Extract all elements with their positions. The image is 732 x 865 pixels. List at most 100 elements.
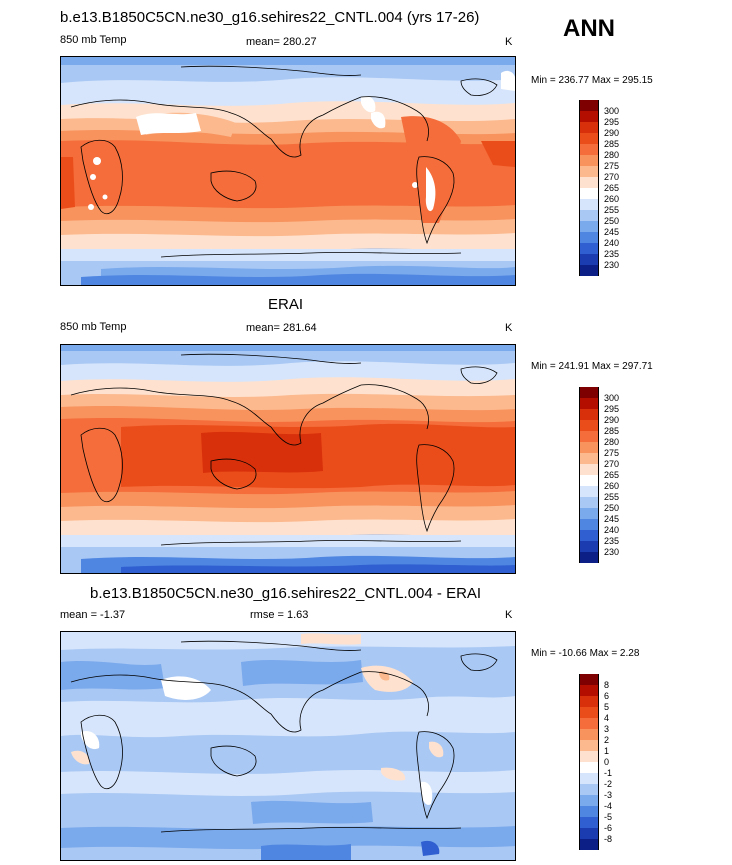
colorbar-tick-label: 280 bbox=[604, 437, 620, 447]
panel-obs-variable-label: 850 mb Temp bbox=[60, 321, 127, 333]
colorbar-tick-label: 265 bbox=[604, 183, 620, 193]
colorbar-tick-label: 285 bbox=[604, 139, 620, 149]
colorbar-tick-label: 275 bbox=[604, 161, 620, 171]
colorbar-tick-label: 260 bbox=[604, 194, 620, 204]
colorbar-tick-label: 1 bbox=[604, 746, 610, 756]
colorbar-tick-label: 230 bbox=[604, 260, 620, 270]
panel-model-colorbar: 300 295 290 285 280 275 270 265 260 255 … bbox=[579, 100, 619, 276]
colorbar-swatch bbox=[579, 817, 599, 828]
colorbar-swatch bbox=[579, 552, 599, 563]
panel-obs-units-label: K bbox=[505, 322, 513, 334]
colorbar-swatch bbox=[579, 254, 599, 265]
colorbar-swatch bbox=[579, 784, 599, 795]
colorbar-tick-label: 2 bbox=[604, 735, 610, 745]
colorbar-swatch bbox=[579, 398, 599, 409]
colorbar-tick-label: -1 bbox=[604, 768, 613, 778]
colorbar-tick-label: 300 bbox=[604, 106, 620, 116]
panel-model-mean-label: mean= 280.27 bbox=[246, 36, 317, 48]
panel-diff-mean-label: mean = -1.37 bbox=[60, 609, 126, 621]
panel-obs-colorbar: 300 295 290 285 280 275 270 265 260 255 … bbox=[579, 387, 619, 563]
colorbar-swatch bbox=[579, 387, 599, 398]
panel-model-minmax: Min = 236.77 Max = 295.15 bbox=[531, 75, 653, 86]
colorbar-swatch bbox=[579, 718, 599, 729]
colorbar-swatch bbox=[579, 133, 599, 144]
colorbar-swatch bbox=[579, 519, 599, 530]
colorbar-swatch bbox=[579, 420, 599, 431]
colorbar-tick-label: 265 bbox=[604, 470, 620, 480]
colorbar-tick-label: 3 bbox=[604, 724, 610, 734]
colorbar-swatch bbox=[579, 111, 599, 122]
colorbar-tick-label: -5 bbox=[604, 812, 613, 822]
panel-diff-map bbox=[60, 631, 516, 861]
colorbar-swatch bbox=[579, 762, 599, 773]
colorbar-swatch bbox=[579, 453, 599, 464]
panel-obs-map-svg bbox=[61, 345, 515, 573]
colorbar-swatch bbox=[579, 674, 599, 685]
panel-model-title: b.e13.B1850C5CN.ne30_g16.sehires22_CNTL.… bbox=[60, 9, 480, 26]
colorbar-tick-label: -2 bbox=[604, 779, 613, 789]
colorbar-swatch bbox=[579, 155, 599, 166]
colorbar-swatch bbox=[579, 751, 599, 762]
colorbar-swatch bbox=[579, 508, 599, 519]
colorbar-swatch bbox=[579, 232, 599, 243]
colorbar-swatch bbox=[579, 177, 599, 188]
panel-diff-colorbar: 8 6 5 4 3 2 1 0 -1 -2 -3 -4 -5 -6 -8 bbox=[579, 674, 612, 850]
colorbar-tick-label: 250 bbox=[604, 503, 620, 513]
colorbar-tick-label: 295 bbox=[604, 404, 620, 414]
colorbar-swatch bbox=[579, 475, 599, 486]
colorbar-swatch bbox=[579, 685, 599, 696]
colorbar-swatch bbox=[579, 265, 599, 276]
colorbar-swatch bbox=[579, 707, 599, 718]
colorbar-tick-label: 0 bbox=[604, 757, 610, 767]
panel-diff-rmse-label: rmse = 1.63 bbox=[250, 609, 309, 621]
colorbar-swatch bbox=[579, 696, 599, 707]
colorbar-swatch bbox=[579, 729, 599, 740]
colorbar-tick-label: 255 bbox=[604, 492, 620, 502]
colorbar-tick-label: 270 bbox=[604, 459, 620, 469]
colorbar-tick-label: 290 bbox=[604, 415, 620, 425]
colorbar-swatch bbox=[579, 199, 599, 210]
panel-diff-map-svg bbox=[61, 632, 515, 860]
colorbar-swatch bbox=[579, 122, 599, 133]
colorbar-tick-label: 285 bbox=[604, 426, 620, 436]
colorbar-tick-label: 8 bbox=[604, 680, 610, 690]
colorbar-tick-label: -3 bbox=[604, 790, 613, 800]
colorbar-tick-label: -6 bbox=[604, 823, 613, 833]
panel-model-units-label: K bbox=[505, 36, 513, 48]
colorbar-tick-label: 260 bbox=[604, 481, 620, 491]
colorbar-tick-label: 270 bbox=[604, 172, 620, 182]
colorbar-swatch bbox=[579, 431, 599, 442]
colorbar-swatch bbox=[579, 541, 599, 552]
panel-obs-mean-label: mean= 281.64 bbox=[246, 322, 317, 334]
colorbar-swatch bbox=[579, 221, 599, 232]
panel-obs-map bbox=[60, 344, 516, 574]
panel-diff-title: b.e13.B1850C5CN.ne30_g16.sehires22_CNTL.… bbox=[90, 585, 482, 602]
colorbar-swatch bbox=[579, 243, 599, 254]
colorbar-tick-label: 250 bbox=[604, 216, 620, 226]
colorbar-swatch bbox=[579, 497, 599, 508]
colorbar-swatch bbox=[579, 100, 599, 111]
colorbar-tick-label: -4 bbox=[604, 801, 613, 811]
colorbar-tick-label: 295 bbox=[604, 117, 620, 127]
panel-diff-minmax: Min = -10.66 Max = 2.28 bbox=[531, 648, 640, 659]
colorbar-tick-label: 255 bbox=[604, 205, 620, 215]
colorbar-tick-label: 230 bbox=[604, 547, 620, 557]
colorbar-tick-label: 245 bbox=[604, 514, 620, 524]
colorbar-tick-label: 280 bbox=[604, 150, 620, 160]
colorbar-tick-label: 235 bbox=[604, 536, 620, 546]
panel-obs-minmax: Min = 241.91 Max = 297.71 bbox=[531, 361, 653, 372]
colorbar-swatch bbox=[579, 795, 599, 806]
panel-diff-units-label: K bbox=[505, 609, 513, 621]
colorbar-swatch bbox=[579, 740, 599, 751]
panel-model-variable-label: 850 mb Temp bbox=[60, 34, 127, 46]
colorbar-tick-label: 240 bbox=[604, 238, 620, 248]
panel-obs-title: ERAI bbox=[268, 296, 304, 313]
colorbar-tick-label: 240 bbox=[604, 525, 620, 535]
colorbar-tick-label: 4 bbox=[604, 713, 610, 723]
colorbar-swatch bbox=[579, 442, 599, 453]
colorbar-swatch bbox=[579, 188, 599, 199]
colorbar-tick-label: 275 bbox=[604, 448, 620, 458]
colorbar-swatch bbox=[579, 828, 599, 839]
colorbar-tick-label: 300 bbox=[604, 393, 620, 403]
colorbar-swatch bbox=[579, 166, 599, 177]
